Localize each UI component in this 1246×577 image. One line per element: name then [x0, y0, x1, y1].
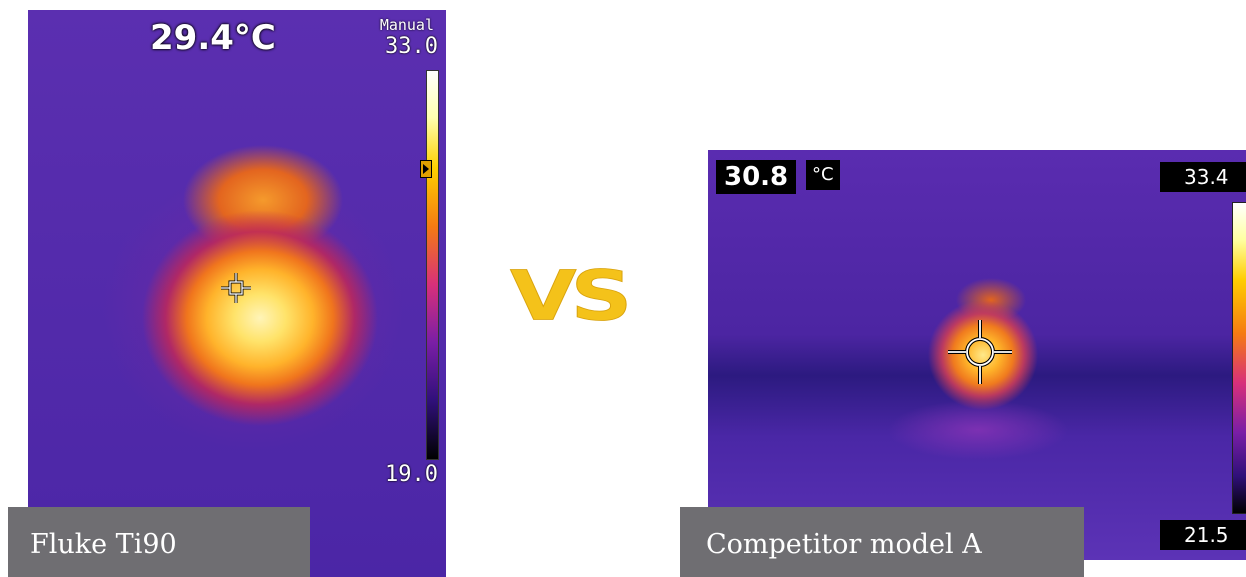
thermal-image-fluke: 29.4°C Manual 33.0 19.0: [28, 10, 446, 577]
spot-temperature-readout: 30.8: [716, 160, 797, 194]
crosshair-icon: [948, 320, 1012, 384]
color-scale-bar: [426, 70, 439, 460]
temperature-unit: °C: [806, 160, 840, 190]
range-mode-label: Manual: [379, 16, 434, 34]
caption-fluke: Fluke Ti90: [8, 507, 310, 577]
color-scale-bar: [1232, 202, 1246, 514]
caption-label: Fluke Ti90: [30, 529, 177, 560]
scale-min-value: 19.0: [385, 462, 438, 487]
scale-level-marker-icon: [420, 160, 432, 178]
caption-competitor: Competitor model A: [680, 507, 1084, 577]
versus-label: VS: [510, 256, 633, 337]
thermal-image-competitor: 30.8 °C 33.4 21.5: [708, 150, 1246, 560]
scale-max-value: 33.0: [385, 34, 438, 59]
spot-temperature-readout: 29.4°C: [150, 18, 276, 58]
scale-max-value: 33.4: [1160, 162, 1246, 192]
scale-min-value: 21.5: [1160, 520, 1246, 550]
crosshair-icon: [221, 273, 251, 303]
caption-label: Competitor model A: [706, 529, 982, 560]
